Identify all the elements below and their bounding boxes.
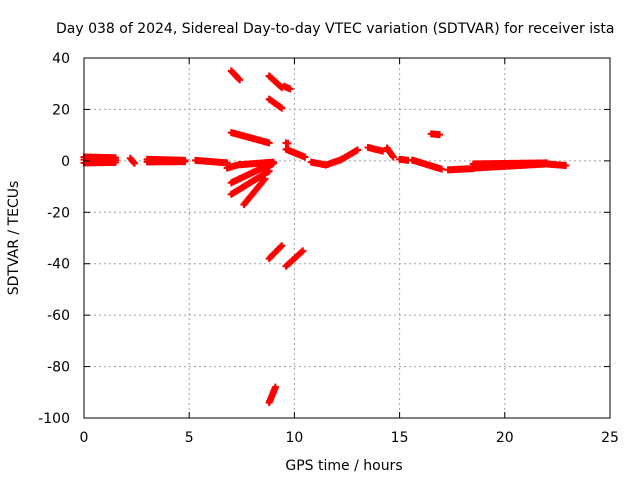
y-tick-label: -60 — [47, 308, 70, 324]
data-point — [389, 153, 397, 161]
y-tick-label: -80 — [47, 360, 70, 376]
grid — [84, 58, 610, 418]
data-point — [130, 159, 138, 167]
data-point — [286, 85, 294, 93]
x-tick-label: 20 — [496, 430, 514, 446]
data-point — [129, 158, 137, 166]
data-point — [299, 247, 307, 255]
y-tick-label: -100 — [38, 411, 70, 427]
data-point — [261, 175, 269, 183]
y-tick-label: 0 — [61, 154, 70, 170]
data-point — [260, 176, 268, 184]
x-axis-title: GPS time / hours — [285, 458, 402, 474]
x-tick-label: 5 — [185, 430, 194, 446]
axis-ticks — [83, 57, 611, 419]
data-point — [284, 139, 292, 147]
data-point — [271, 383, 279, 391]
data-point — [436, 131, 444, 139]
y-axis-tick-labels: -100 -80 -60 -40 -20 0 20 40 — [38, 51, 70, 427]
y-tick-label: -20 — [47, 205, 70, 221]
data-point — [562, 161, 570, 169]
plot-area-frame — [83, 57, 611, 419]
x-tick-label: 25 — [601, 430, 619, 446]
data-point — [181, 158, 189, 166]
data-point — [278, 104, 286, 112]
data-point — [438, 165, 446, 173]
x-axis-tick-labels: 0 5 10 15 20 25 — [80, 430, 619, 446]
data-point — [236, 76, 244, 84]
data-point — [298, 248, 306, 256]
data-point — [277, 243, 285, 251]
data-points — [80, 67, 570, 407]
data-point — [269, 159, 277, 167]
x-tick-label: 15 — [391, 430, 409, 446]
data-point — [379, 147, 387, 155]
data-point — [354, 146, 362, 154]
data-point — [265, 139, 273, 147]
data-point — [278, 242, 286, 250]
data-point — [301, 153, 309, 161]
y-axis-title: SDTVAR / TECUs — [6, 181, 22, 296]
x-tick-label: 10 — [285, 430, 303, 446]
data-point — [112, 158, 120, 166]
x-tick-label: 0 — [80, 430, 89, 446]
chart-title: Day 038 of 2024, Sidereal Day-to-day VTE… — [56, 21, 614, 37]
y-tick-label: -40 — [47, 257, 70, 273]
data-point — [235, 75, 243, 83]
y-tick-label: 20 — [52, 102, 70, 118]
y-tick-label: 40 — [52, 51, 70, 67]
